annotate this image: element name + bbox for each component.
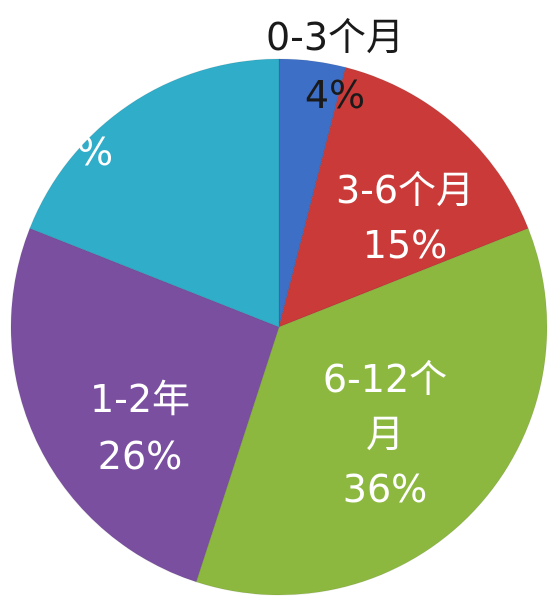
slice-label-1: 0-3个月 4% — [266, 15, 404, 117]
slice-label-line: 0-3个月 — [266, 15, 404, 59]
pie-slice-2 — [278, 66, 529, 328]
slice-label-line: 4% — [305, 73, 365, 117]
slice-label-line: 3-6个月 — [336, 168, 474, 212]
slice-label-line: 26% — [98, 434, 182, 478]
slice-label-4: 1-2年 26% — [90, 377, 190, 478]
slice-label-3: 6-12个月 36% — [323, 357, 447, 511]
pie-slice-4 — [10, 227, 280, 583]
pie-slice-3 — [195, 227, 548, 596]
slice-label-line: 6-12个 — [323, 357, 447, 401]
slice-label-line: 36% — [343, 467, 427, 511]
slice-label-2: 3-6个月 15% — [336, 168, 474, 267]
slice-label-line: 1-2年 — [90, 377, 190, 421]
slice-label-5: % — [77, 130, 113, 174]
pie-slice-5 — [29, 58, 280, 328]
slice-label-line: % — [77, 130, 113, 174]
slice-label-line: 月 — [366, 412, 404, 456]
pie-slice-1 — [278, 58, 347, 328]
slice-label-line: 15% — [363, 223, 447, 267]
pie-labels: 0-3个月 4% 3-6个月 15% 6-12个月 36% 1-2年 26%% — [77, 15, 474, 511]
pie-slices — [10, 58, 548, 596]
